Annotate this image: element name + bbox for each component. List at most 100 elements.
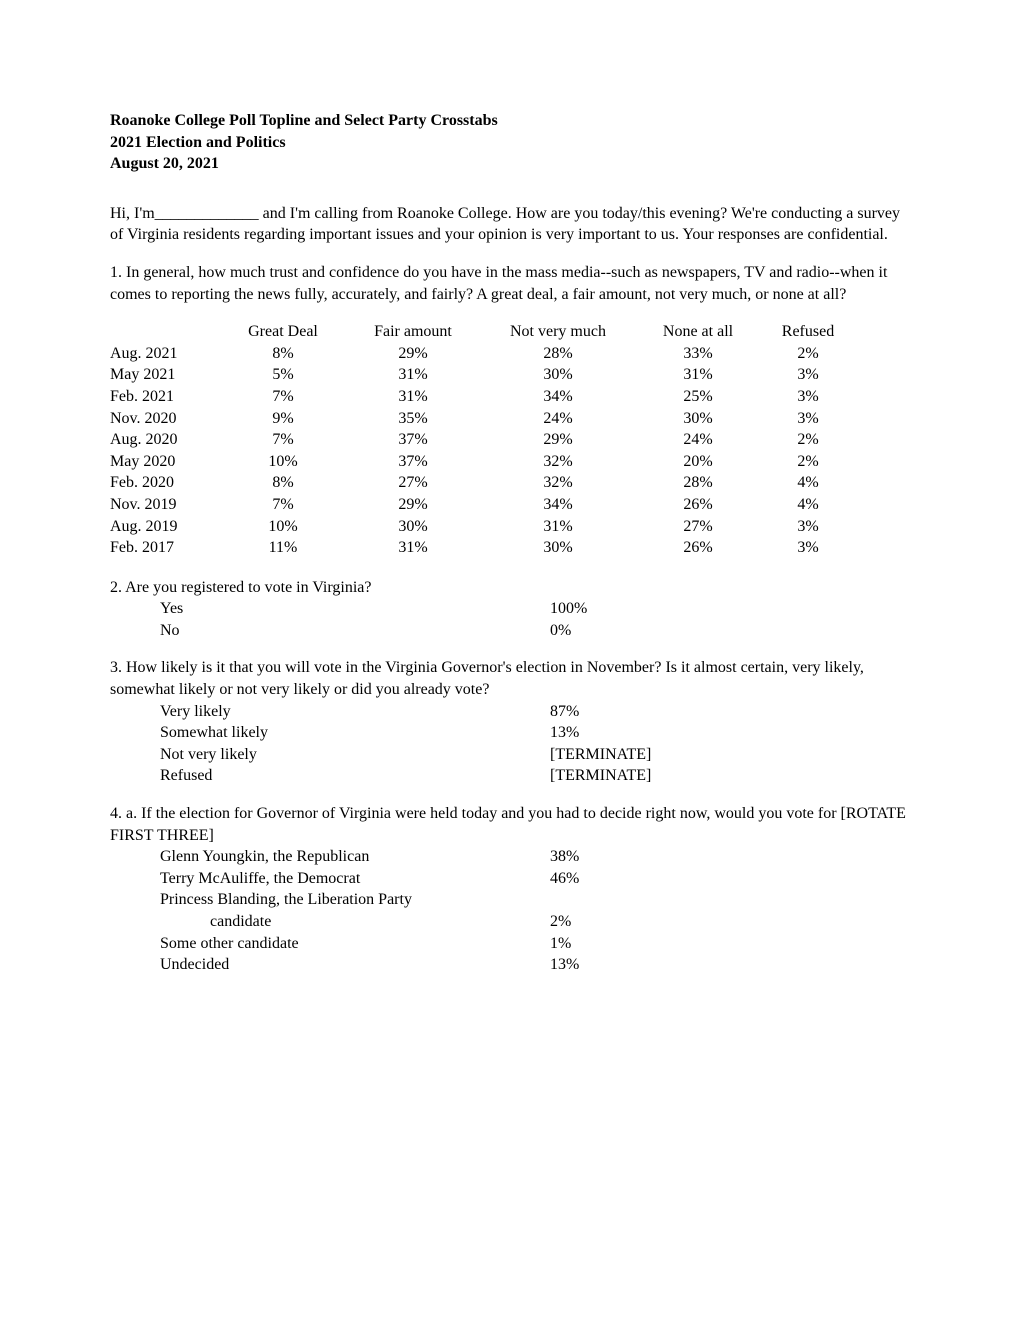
q1-col-fair-amount: Fair amount (348, 321, 478, 343)
q2-option-row: No0% (110, 620, 910, 642)
q1-period: Aug. 2020 (110, 429, 218, 451)
q1-fair-amount-val: 31% (348, 537, 478, 559)
q1-row: Aug. 201910%30%31%27%3% (110, 516, 858, 538)
q1-row: May 20215%31%30%31%3% (110, 364, 858, 386)
q1-fair-amount-val: 31% (348, 386, 478, 408)
q1-period: Nov. 2019 (110, 494, 218, 516)
q2-option-label: No (160, 620, 550, 642)
q1-not-very-much-val: 30% (478, 364, 638, 386)
q1-great-deal-val: 11% (218, 537, 348, 559)
q4a-option-value: 46% (550, 868, 579, 890)
q1-refused-val: 3% (758, 516, 858, 538)
q1-row: May 202010%37%32%20%2% (110, 451, 858, 473)
q1-fair-amount-val: 27% (348, 472, 478, 494)
q3-option-value: [TERMINATE] (550, 765, 651, 787)
q1-period: Feb. 2017 (110, 537, 218, 559)
q1-none-at-all-val: 30% (638, 408, 758, 430)
q1-period: Feb. 2021 (110, 386, 218, 408)
q2-option-row: Yes100% (110, 598, 910, 620)
q1-great-deal-val: 10% (218, 516, 348, 538)
q1-great-deal-val: 9% (218, 408, 348, 430)
q1-refused-val: 3% (758, 537, 858, 559)
q1-fair-amount-val: 31% (348, 364, 478, 386)
doc-header: Roanoke College Poll Topline and Select … (110, 110, 910, 175)
q4a-option-value: 13% (550, 954, 579, 976)
q4a-option-row: Undecided13% (110, 954, 910, 976)
q1-great-deal-val: 5% (218, 364, 348, 386)
q1-period: May 2021 (110, 364, 218, 386)
q1-great-deal-val: 7% (218, 494, 348, 516)
q2-option-label: Yes (160, 598, 550, 620)
q1-col-not-very-much: Not very much (478, 321, 638, 343)
q1-not-very-much-val: 30% (478, 537, 638, 559)
q1-header-row: Great Deal Fair amount Not very much Non… (110, 321, 858, 343)
q3-option-label: Not very likely (160, 744, 550, 766)
q1-row: Aug. 20218%29%28%33%2% (110, 343, 858, 365)
q3-option-value: [TERMINATE] (550, 744, 651, 766)
q4a-option-value: 38% (550, 846, 579, 868)
q4a-option-label: Glenn Youngkin, the Republican (160, 846, 550, 868)
q4a-block: 4. a. If the election for Governor of Vi… (110, 803, 910, 976)
q1-refused-val: 3% (758, 408, 858, 430)
header-line-2: 2021 Election and Politics (110, 132, 910, 154)
q4a-option-label: Some other candidate (160, 933, 550, 955)
q2-option-value: 0% (550, 620, 571, 642)
q1-fair-amount-val: 37% (348, 429, 478, 451)
q1-refused-val: 2% (758, 343, 858, 365)
q1-period: May 2020 (110, 451, 218, 473)
q1-row: Aug. 20207%37%29%24%2% (110, 429, 858, 451)
q3-option-row: Somewhat likely13% (110, 722, 910, 744)
q1-fair-amount-val: 37% (348, 451, 478, 473)
q4a-option-label: candidate (210, 911, 550, 933)
q4a-text: 4. a. If the election for Governor of Vi… (110, 803, 910, 846)
q3-option-value: 87% (550, 701, 579, 723)
q1-great-deal-val: 10% (218, 451, 348, 473)
q1-none-at-all-val: 31% (638, 364, 758, 386)
q1-row: Feb. 20208%27%32%28%4% (110, 472, 858, 494)
q1-period: Aug. 2021 (110, 343, 218, 365)
q1-refused-val: 2% (758, 451, 858, 473)
q3-option-row: Refused[TERMINATE] (110, 765, 910, 787)
q1-col-none-at-all: None at all (638, 321, 758, 343)
q1-great-deal-val: 8% (218, 472, 348, 494)
q1-row: Nov. 20197%29%34%26%4% (110, 494, 858, 516)
q1-period: Aug. 2019 (110, 516, 218, 538)
q3-option-label: Somewhat likely (160, 722, 550, 744)
q1-row: Nov. 20209%35%24%30%3% (110, 408, 858, 430)
q1-none-at-all-val: 20% (638, 451, 758, 473)
q2-block: 2. Are you registered to vote in Virgini… (110, 577, 910, 642)
q1-fair-amount-val: 29% (348, 494, 478, 516)
q1-text: 1. In general, how much trust and confid… (110, 262, 910, 305)
q3-option-label: Very likely (160, 701, 550, 723)
q1-refused-val: 3% (758, 364, 858, 386)
header-line-1: Roanoke College Poll Topline and Select … (110, 110, 910, 132)
q1-refused-val: 4% (758, 472, 858, 494)
q1-great-deal-val: 7% (218, 429, 348, 451)
q3-option-label: Refused (160, 765, 550, 787)
q1-none-at-all-val: 24% (638, 429, 758, 451)
q4a-option-value: 2% (550, 911, 571, 933)
q1-row: Feb. 201711%31%30%26%3% (110, 537, 858, 559)
q2-option-value: 100% (550, 598, 587, 620)
header-line-3: August 20, 2021 (110, 153, 910, 175)
q4a-option-label: Terry McAuliffe, the Democrat (160, 868, 550, 890)
q1-fair-amount-val: 35% (348, 408, 478, 430)
q1-not-very-much-val: 32% (478, 451, 638, 473)
q4a-option-label: Undecided (160, 954, 550, 976)
q1-refused-val: 4% (758, 494, 858, 516)
q1-col-refused: Refused (758, 321, 858, 343)
q1-not-very-much-val: 29% (478, 429, 638, 451)
q4a-option-row: Terry McAuliffe, the Democrat46% (110, 868, 910, 890)
q3-text: 3. How likely is it that you will vote i… (110, 657, 910, 700)
q1-fair-amount-val: 30% (348, 516, 478, 538)
q1-none-at-all-val: 33% (638, 343, 758, 365)
q3-option-row: Very likely87% (110, 701, 910, 723)
q3-block: 3. How likely is it that you will vote i… (110, 657, 910, 787)
q1-col-great-deal: Great Deal (218, 321, 348, 343)
q1-not-very-much-val: 24% (478, 408, 638, 430)
q4a-option-label: Princess Blanding, the Liberation Party (160, 889, 550, 911)
q1-none-at-all-val: 28% (638, 472, 758, 494)
q3-option-row: Not very likely[TERMINATE] (110, 744, 910, 766)
q1-great-deal-val: 8% (218, 343, 348, 365)
q1-refused-val: 3% (758, 386, 858, 408)
